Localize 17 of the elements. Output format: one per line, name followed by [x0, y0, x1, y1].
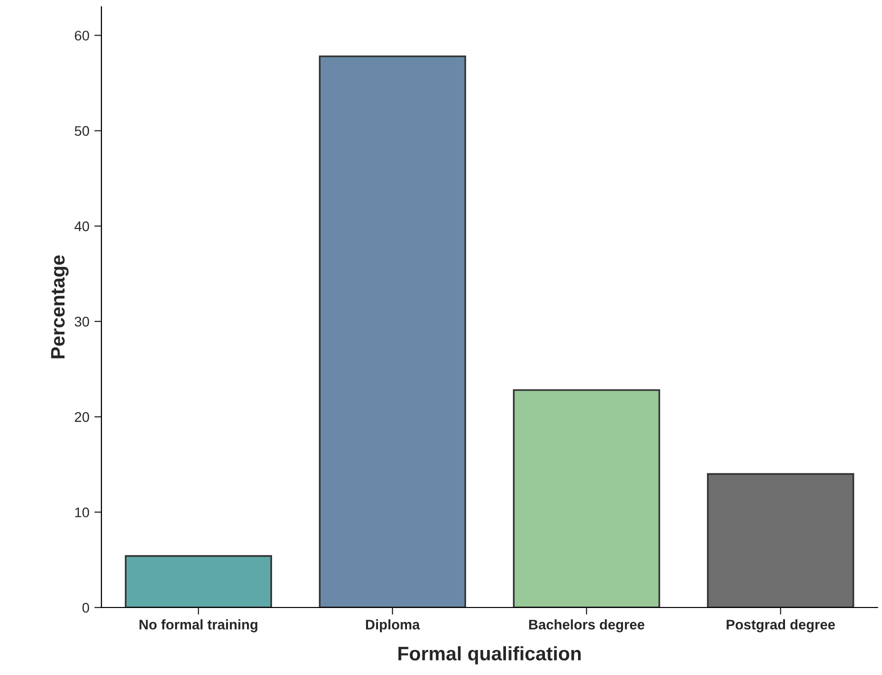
y-tick-label: 50 [74, 126, 90, 136]
bar [124, 555, 272, 608]
bar [706, 473, 854, 608]
y-tick-label: 60 [74, 30, 90, 41]
x-tick-label: Bachelors degree [529, 619, 644, 632]
x-tick-label: Postgrad degree [726, 619, 835, 632]
y-tick-label: 30 [74, 316, 90, 327]
x-axis-title: Formal qualification [398, 646, 581, 664]
y-tick-label: 0 [82, 602, 90, 613]
x-tick-label: No formal training [140, 619, 258, 632]
bar [318, 56, 466, 608]
y-tick-label: 10 [75, 507, 90, 518]
bar [512, 389, 660, 608]
x-tick-label: Diploma [366, 619, 420, 632]
y-tick-label: 20 [74, 412, 90, 422]
y-axis-title: Percentage [51, 255, 69, 358]
y-tick-label: 40 [74, 221, 90, 232]
